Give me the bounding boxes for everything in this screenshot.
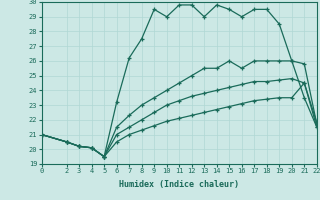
X-axis label: Humidex (Indice chaleur): Humidex (Indice chaleur) <box>119 180 239 189</box>
